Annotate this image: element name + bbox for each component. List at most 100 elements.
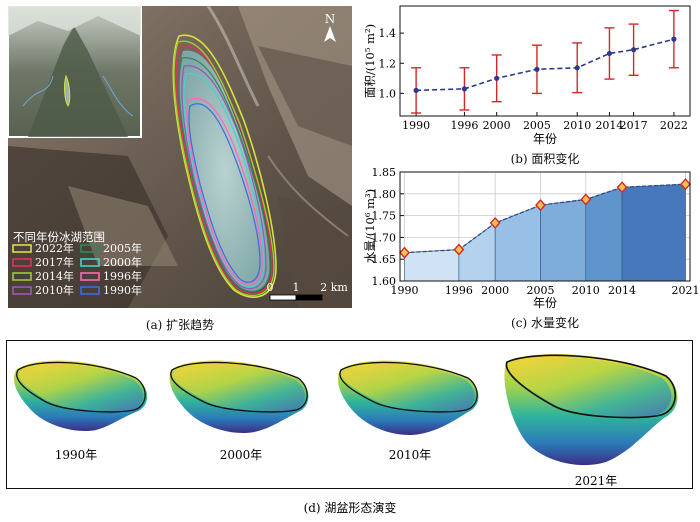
area-segment bbox=[621, 183, 686, 282]
xtick-label: 1996 bbox=[450, 119, 478, 132]
scale-label-0: 0 bbox=[267, 281, 274, 294]
outline-2014 bbox=[173, 40, 275, 297]
data-point bbox=[606, 50, 613, 57]
basin-label-1990: 1990年 bbox=[55, 448, 98, 462]
ytick-label: 1.2 bbox=[379, 57, 397, 70]
legend-title: 不同年份冰湖范围 bbox=[13, 230, 105, 244]
legend-label: 2005年 bbox=[103, 241, 142, 255]
basin-label-2010: 2010年 bbox=[389, 448, 432, 462]
data-point bbox=[580, 193, 592, 206]
outline-2010 bbox=[181, 65, 267, 290]
area-chart: 面积/(10⁵ m²) 年份 1.0 1.2 1.4 1990 1996 2000 2005… bbox=[363, 5, 691, 146]
xtick-label: 2010 bbox=[572, 284, 600, 297]
basin-2000 bbox=[169, 360, 309, 434]
satellite-image: N 不同年份冰湖范围 2022年 2005年 2017年 2000年 2014年 1996… bbox=[7, 5, 352, 308]
data-point bbox=[461, 86, 468, 92]
panel-a: N 不同年份冰湖范围 2022年 2005年 2017年 2000年 2014年 1996… bbox=[7, 5, 352, 332]
xlabel-b: 年份 bbox=[533, 132, 557, 146]
area-segment bbox=[404, 249, 460, 282]
legend-swatch bbox=[80, 272, 100, 281]
xlabel-c: 年份 bbox=[533, 296, 557, 310]
legend-swatch bbox=[80, 244, 100, 253]
xtick-label: 1990 bbox=[402, 119, 430, 132]
data-point bbox=[535, 199, 546, 212]
xtick-label: 1990 bbox=[391, 284, 419, 297]
legend-swatch bbox=[80, 286, 100, 295]
legend-swatch bbox=[12, 286, 32, 295]
data-point bbox=[399, 246, 410, 259]
ytick-label: 1.80 bbox=[372, 188, 397, 201]
basin-2010 bbox=[337, 360, 479, 436]
basin-label-2000: 2000年 bbox=[220, 448, 263, 462]
legend-swatch bbox=[12, 272, 32, 281]
outline-2022 bbox=[172, 34, 277, 298]
basin-2021 bbox=[504, 353, 678, 466]
legend-swatch bbox=[12, 244, 32, 253]
caption-b: (b) 面积变化 bbox=[510, 152, 580, 166]
panel-b: 面积/(10⁵ m²) 年份 1.0 1.2 1.4 1990 1996 2000 2005… bbox=[358, 0, 700, 168]
data-point bbox=[453, 243, 465, 256]
legend-label: 2010年 bbox=[35, 283, 74, 297]
ytick-label: 1.70 bbox=[372, 231, 397, 244]
data-point bbox=[574, 65, 580, 71]
data-point bbox=[680, 178, 691, 191]
ytick-label: 1.4 bbox=[379, 27, 397, 40]
xtick-label: 2005 bbox=[526, 284, 554, 297]
legend: 不同年份冰湖范围 2022年 2005年 2017年 2000年 2014年 1996年 2… bbox=[12, 230, 142, 297]
legend-label: 2017年 bbox=[35, 255, 74, 269]
legend-label: 1990年 bbox=[103, 283, 142, 297]
series-line bbox=[416, 38, 675, 92]
xtick-label: 2005 bbox=[523, 119, 551, 132]
outline-1990 bbox=[188, 103, 261, 283]
ytick-label: 1.85 bbox=[372, 168, 397, 179]
data-point bbox=[494, 75, 500, 81]
xtick-label: 2014 bbox=[595, 119, 623, 132]
data-point bbox=[489, 216, 501, 230]
data-point bbox=[616, 181, 628, 194]
legend-swatch bbox=[80, 258, 100, 267]
xtick-label: 2000 bbox=[481, 284, 509, 297]
panel-c: 水量/(10⁶ m³) 年份 1.60 1.65 1.70 1.75 1.80 1.85 1… bbox=[358, 166, 700, 336]
legend-label: 1996年 bbox=[103, 269, 142, 283]
data-point bbox=[413, 87, 419, 93]
outline-2005 bbox=[178, 57, 271, 293]
data-point bbox=[631, 47, 637, 53]
xtick-label: 2021 bbox=[671, 284, 699, 297]
xtick-label: 2000 bbox=[483, 119, 511, 132]
caption-c: (c) 水量变化 bbox=[511, 316, 579, 330]
volume-chart: 水量/(10⁶ m³) 年份 1.60 1.65 1.70 1.75 1.80 1.85 1… bbox=[363, 166, 699, 310]
scale-label-2: 2 km bbox=[320, 281, 348, 294]
basin-figure: 1990年 2000年 2010年 2021年 (d) 湖盆形态演变 bbox=[6, 340, 693, 515]
north-arrow-icon bbox=[324, 26, 336, 42]
xtick-label: 2014 bbox=[608, 284, 636, 297]
caption-d: (d) 湖盆形态演变 bbox=[304, 500, 397, 515]
basin-label-2021: 2021年 bbox=[575, 474, 618, 488]
scale-bar: 0 1 2 km bbox=[267, 281, 348, 301]
area-segment bbox=[540, 199, 587, 282]
outline-1996 bbox=[186, 97, 263, 285]
xtick-label: 2022 bbox=[660, 119, 688, 132]
area-segment bbox=[585, 186, 623, 282]
caption-a: (a) 扩张趋势 bbox=[145, 318, 215, 332]
data-point bbox=[534, 66, 540, 72]
area-segment bbox=[494, 204, 541, 282]
xtick-label: 2010 bbox=[563, 119, 591, 132]
north-label: N bbox=[325, 12, 336, 26]
xtick-label: 1996 bbox=[445, 284, 473, 297]
area-segment bbox=[458, 222, 496, 282]
ylabel-b: 面积/(10⁵ m²) bbox=[363, 24, 377, 98]
ytick-label: 1.75 bbox=[372, 210, 397, 223]
ytick-label: 1.65 bbox=[372, 253, 397, 266]
scale-label-1: 1 bbox=[293, 281, 300, 294]
legend-swatch bbox=[12, 258, 32, 267]
xtick-label: 2017 bbox=[620, 119, 648, 132]
ytick-label: 1.60 bbox=[372, 275, 397, 288]
data-point bbox=[671, 36, 677, 42]
basin-1990 bbox=[13, 360, 148, 432]
legend-label: 2014年 bbox=[35, 269, 74, 283]
outline-2000 bbox=[183, 73, 265, 288]
ytick-label: 1.0 bbox=[379, 87, 397, 100]
legend-label: 2000年 bbox=[103, 255, 142, 269]
legend-label: 2022年 bbox=[35, 241, 74, 255]
ylabel-c: 水量/(10⁶ m³) bbox=[363, 189, 377, 263]
